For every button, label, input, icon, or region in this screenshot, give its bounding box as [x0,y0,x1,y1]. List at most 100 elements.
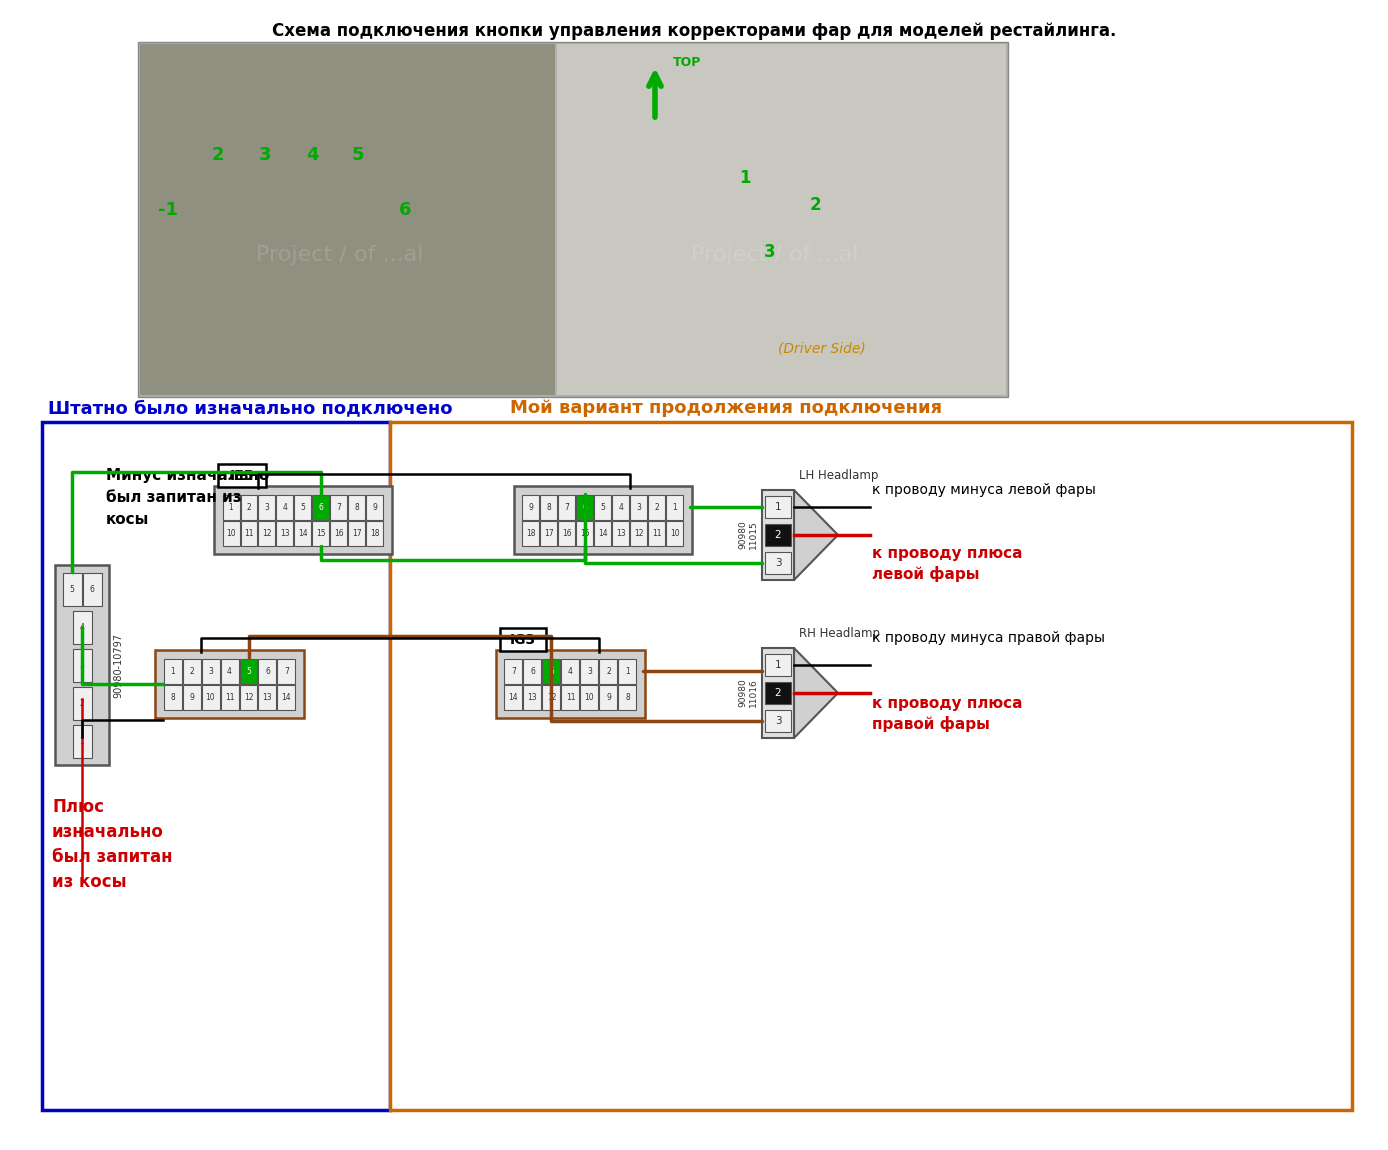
Text: Схема подключения кнопки управления корректорами фар для моделей рестайлинга.: Схема подключения кнопки управления корр… [272,22,1116,40]
FancyBboxPatch shape [543,659,561,683]
FancyBboxPatch shape [201,659,219,683]
FancyBboxPatch shape [619,684,637,710]
Text: 8: 8 [171,692,175,702]
Text: к проводу минуса левой фары: к проводу минуса левой фары [872,483,1097,497]
Text: 90980-10797: 90980-10797 [112,632,124,698]
Text: 2: 2 [775,530,781,540]
FancyBboxPatch shape [390,422,1352,1110]
FancyBboxPatch shape [576,494,594,520]
FancyBboxPatch shape [82,573,101,606]
Text: 1: 1 [79,736,85,745]
FancyBboxPatch shape [278,659,296,683]
Text: 10: 10 [584,692,594,702]
Text: 17: 17 [353,529,362,537]
Text: RH Headlamp: RH Headlamp [799,628,880,641]
FancyBboxPatch shape [182,659,200,683]
FancyBboxPatch shape [600,684,618,710]
Text: 3: 3 [637,503,641,512]
Text: Штатно было изначально подключено: Штатно было изначально подключено [49,399,452,417]
FancyBboxPatch shape [240,659,258,683]
FancyBboxPatch shape [348,494,365,520]
FancyBboxPatch shape [576,521,594,545]
Text: 3: 3 [765,243,776,261]
FancyBboxPatch shape [221,659,239,683]
FancyBboxPatch shape [500,628,545,651]
Text: 1: 1 [229,503,233,512]
Text: 10: 10 [670,529,680,537]
FancyBboxPatch shape [258,659,276,683]
Text: 15: 15 [580,529,590,537]
FancyBboxPatch shape [164,684,182,710]
Text: 2: 2 [247,503,251,512]
Text: 11: 11 [566,692,575,702]
Text: 16: 16 [335,529,344,537]
FancyBboxPatch shape [201,684,219,710]
FancyBboxPatch shape [594,521,612,545]
Text: 3: 3 [265,503,269,512]
FancyBboxPatch shape [240,684,258,710]
Text: 18: 18 [526,529,536,537]
Text: 12: 12 [547,692,557,702]
Text: 3: 3 [208,667,212,675]
Text: 13: 13 [616,529,626,537]
FancyBboxPatch shape [580,659,598,683]
FancyBboxPatch shape [580,684,598,710]
FancyBboxPatch shape [366,521,383,545]
Text: 6: 6 [530,667,534,675]
Text: 14: 14 [298,529,308,537]
FancyBboxPatch shape [348,521,365,545]
Text: к проводу плюса
правой фары: к проводу плюса правой фары [872,696,1023,733]
Text: 8: 8 [547,503,551,512]
Text: Project / of ...al: Project / of ...al [257,245,423,264]
Text: 90980
11016: 90980 11016 [738,678,758,707]
FancyBboxPatch shape [648,521,665,545]
FancyBboxPatch shape [558,521,576,545]
FancyBboxPatch shape [504,659,522,683]
FancyBboxPatch shape [276,494,293,520]
Text: 14: 14 [598,529,608,537]
FancyBboxPatch shape [164,659,182,683]
Text: 90980
11015: 90980 11015 [738,521,758,550]
FancyBboxPatch shape [630,521,647,545]
Text: 1: 1 [171,667,175,675]
FancyBboxPatch shape [543,684,561,710]
FancyBboxPatch shape [140,44,555,394]
Text: 10: 10 [205,692,215,702]
Text: 5: 5 [351,146,364,164]
FancyBboxPatch shape [312,494,329,520]
FancyBboxPatch shape [240,521,258,545]
FancyBboxPatch shape [765,654,791,676]
Text: 5: 5 [301,503,305,512]
FancyBboxPatch shape [558,494,576,520]
Text: 6: 6 [398,201,411,218]
FancyBboxPatch shape [62,573,82,606]
Text: 4: 4 [619,503,623,512]
Text: 12: 12 [262,529,272,537]
FancyBboxPatch shape [258,684,276,710]
FancyBboxPatch shape [72,611,92,644]
FancyBboxPatch shape [330,521,347,545]
Text: (Driver Side): (Driver Side) [779,342,866,355]
FancyBboxPatch shape [523,684,541,710]
Text: 4: 4 [228,667,232,675]
FancyBboxPatch shape [514,486,693,554]
FancyBboxPatch shape [648,494,665,520]
Text: 1: 1 [625,667,630,675]
FancyBboxPatch shape [366,494,383,520]
Text: 7: 7 [336,503,341,512]
Text: IE5: IE5 [230,469,254,483]
Text: IG3: IG3 [509,632,536,647]
Text: 2: 2 [79,698,85,707]
FancyBboxPatch shape [221,684,239,710]
FancyBboxPatch shape [330,494,347,520]
FancyBboxPatch shape [312,521,329,545]
Text: 3: 3 [258,146,271,164]
FancyBboxPatch shape [557,44,1006,394]
Polygon shape [794,490,838,580]
FancyBboxPatch shape [562,659,580,683]
Text: 2: 2 [607,667,611,675]
Text: 3: 3 [775,716,781,726]
Text: 11: 11 [652,529,662,537]
Text: к проводу минуса правой фары: к проводу минуса правой фары [872,631,1105,645]
Text: Минус изначально
был запитан из
косы: Минус изначально был запитан из косы [105,468,269,528]
